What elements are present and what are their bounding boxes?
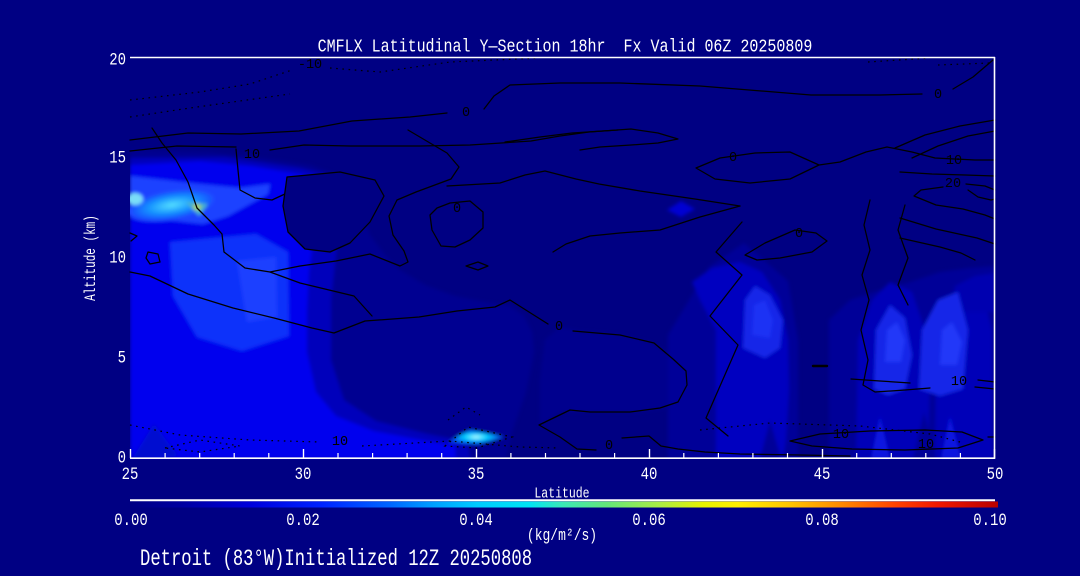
svg-text:CMFLX Latitudinal Y—Section 18: CMFLX Latitudinal Y—Section 18hr Fx Vali…	[318, 37, 813, 58]
svg-text:10: 10	[946, 154, 962, 169]
svg-text:0.06: 0.06	[632, 511, 666, 531]
svg-text:35: 35	[468, 465, 485, 485]
svg-text:0: 0	[555, 320, 563, 335]
svg-text:0: 0	[605, 439, 613, 454]
svg-text:20: 20	[109, 50, 126, 70]
svg-text:(kg/m²/s): (kg/m²/s)	[527, 528, 597, 546]
svg-text:10: 10	[244, 148, 260, 163]
svg-text:15: 15	[109, 148, 126, 168]
svg-text:0.00: 0.00	[114, 511, 148, 531]
svg-text:10: 10	[109, 248, 126, 268]
svg-text:0: 0	[453, 202, 461, 217]
svg-text:25: 25	[122, 465, 139, 485]
svg-text:45: 45	[814, 465, 831, 485]
svg-text:30: 30	[295, 465, 312, 485]
svg-text:Altitude (km): Altitude (km)	[83, 215, 100, 301]
svg-text:10: 10	[332, 435, 348, 450]
svg-text:0.08: 0.08	[805, 511, 839, 531]
svg-text:0: 0	[934, 88, 942, 103]
svg-text:50: 50	[987, 465, 1004, 485]
svg-text:0: 0	[729, 151, 737, 166]
svg-text:10: 10	[833, 428, 849, 443]
svg-text:0.02: 0.02	[286, 511, 320, 531]
svg-text:5: 5	[118, 348, 126, 368]
svg-text:10: 10	[951, 375, 967, 390]
svg-text:0: 0	[118, 448, 126, 468]
svg-text:10: 10	[918, 438, 934, 453]
svg-text:40: 40	[641, 465, 658, 485]
svg-text:Detroit (83°W)Initialized 12Z: Detroit (83°W)Initialized 12Z 20250808	[140, 547, 532, 573]
svg-text:Latitude: Latitude	[534, 486, 589, 503]
svg-text:0.04: 0.04	[459, 511, 493, 531]
svg-text:0: 0	[795, 227, 803, 242]
svg-text:0: 0	[462, 106, 470, 121]
svg-text:20: 20	[945, 177, 961, 192]
svg-text:0.10: 0.10	[973, 511, 1007, 531]
svg-text:-10: -10	[298, 58, 322, 73]
